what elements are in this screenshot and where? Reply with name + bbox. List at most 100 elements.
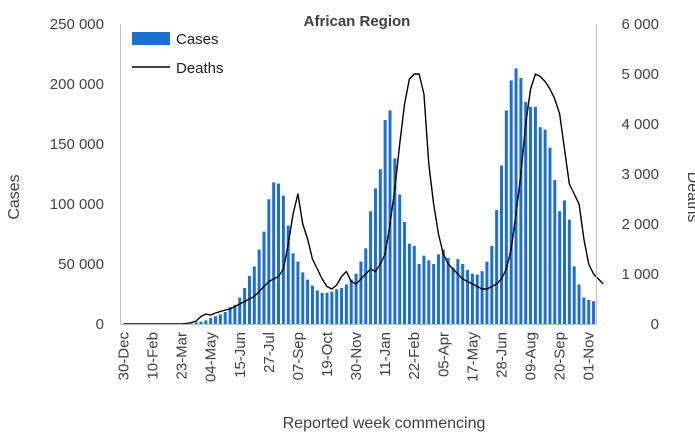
- cases-bar: [277, 183, 281, 324]
- x-tick-label: 09-Aug: [523, 332, 540, 380]
- y-tick-right-label: 1 000: [621, 266, 659, 283]
- cases-bar: [378, 169, 382, 324]
- cases-bar: [243, 288, 247, 324]
- cases-bar: [223, 312, 227, 324]
- cases-bar: [427, 260, 431, 324]
- y-tick-right-label: 3 000: [621, 166, 659, 183]
- y-tick-left-label: 50 000: [58, 256, 104, 273]
- cases-bar: [267, 199, 271, 324]
- cases-bar: [446, 258, 450, 324]
- legend-cases-swatch: [132, 32, 170, 45]
- y-tick-left-label: 100 000: [50, 196, 104, 213]
- x-tick-label: 05-Apr: [435, 332, 452, 377]
- cases-bar: [592, 301, 596, 324]
- cases-bar: [480, 271, 484, 324]
- cases-bar: [393, 158, 397, 324]
- cases-bar: [412, 246, 416, 324]
- cases-bar: [228, 307, 232, 324]
- cases-bar: [509, 80, 513, 325]
- y-tick-right-label: 4 000: [621, 116, 659, 133]
- x-tick-label: 15-Jun: [232, 332, 249, 378]
- x-tick-label: 28-Jun: [494, 332, 511, 378]
- x-tick-label: 17-May: [464, 332, 481, 383]
- cases-bar: [514, 68, 518, 325]
- cases-bar: [533, 106, 537, 324]
- cases-bar: [451, 267, 455, 324]
- x-tick-label: 22-Feb: [406, 332, 423, 380]
- cases-bar: [587, 300, 591, 324]
- x-tick-label: 07-Sep: [290, 332, 307, 380]
- cases-bar: [519, 78, 523, 324]
- cases-bar: [204, 320, 208, 324]
- cases-bar: [403, 222, 407, 324]
- cases-bar: [281, 195, 285, 324]
- cases-bar: [209, 318, 213, 324]
- cases-bar: [301, 272, 305, 324]
- cases-bar: [315, 290, 319, 324]
- cases-bar: [572, 266, 576, 324]
- cases-bar: [558, 211, 562, 324]
- cases-bar: [340, 288, 344, 324]
- y-tick-right-label: 5 000: [621, 66, 659, 83]
- x-tick-label: 23-Mar: [174, 332, 191, 380]
- cases-bar: [369, 211, 373, 324]
- cases-bar: [296, 261, 300, 324]
- cases-bar: [461, 264, 465, 324]
- cases-bar: [262, 231, 266, 324]
- x-axis-title: Reported week commencing: [283, 415, 486, 432]
- cases-bar: [490, 246, 494, 324]
- cases-bar: [432, 264, 436, 324]
- cases-bar: [422, 255, 426, 324]
- y-axis-right-title: Deaths: [684, 172, 695, 223]
- cases-bar: [272, 182, 276, 324]
- deaths-line: [123, 73, 604, 325]
- x-ticks: 30-Dec 10-Feb 23-Mar 04-May 15-Jun 27-Jul 07-S…: [115, 331, 597, 382]
- cases-bar: [320, 292, 324, 324]
- cases-bar: [199, 321, 203, 324]
- legend-cases-label: Cases: [176, 31, 219, 48]
- cases-bar: [567, 219, 571, 324]
- cases-bar: [238, 297, 242, 324]
- cases-bar: [470, 273, 474, 324]
- cases-bar: [538, 127, 542, 324]
- cases-bar: [247, 276, 251, 324]
- cases-bar: [475, 274, 479, 324]
- cases-bar: [388, 110, 392, 325]
- cases-bar: [325, 292, 329, 324]
- cases-bar: [441, 249, 445, 324]
- cases-bar: [407, 243, 411, 324]
- cases-bar: [233, 304, 237, 324]
- y-tick-left-label: 200 000: [50, 76, 104, 93]
- cases-bar: [291, 253, 295, 324]
- cases-bar: [553, 180, 557, 324]
- cases-bars: [189, 68, 596, 325]
- x-tick-label: 20-Sep: [552, 332, 569, 380]
- cases-bar: [524, 102, 528, 324]
- y-tick-right-label: 2 000: [621, 216, 659, 233]
- y-tick-left-label: 250 000: [50, 16, 104, 33]
- cases-bar: [335, 289, 339, 324]
- y-axis-left-title: Cases: [6, 174, 23, 219]
- x-tick-label: 04-May: [203, 332, 220, 383]
- cases-bar: [310, 285, 314, 324]
- y-tick-right-label: 0: [651, 316, 659, 333]
- x-tick-label: 30-Nov: [348, 332, 365, 381]
- cases-bar: [499, 165, 503, 324]
- cases-bar: [543, 129, 547, 324]
- cases-bar: [286, 225, 290, 324]
- legend: Cases Deaths: [132, 31, 224, 77]
- x-tick-label: 27-Jul: [261, 332, 278, 373]
- x-tick-label: 10-Feb: [145, 332, 162, 380]
- cases-bar: [485, 261, 489, 324]
- cases-bar: [354, 273, 358, 324]
- y-tick-left-label: 0: [96, 316, 104, 333]
- cases-bar: [456, 259, 460, 324]
- cases-bar: [218, 314, 222, 324]
- cases-bar: [349, 279, 353, 324]
- cases-bar: [577, 284, 581, 324]
- cases-bar: [252, 266, 256, 324]
- x-tick-label: 11-Jan: [377, 332, 394, 377]
- cases-bar: [562, 200, 566, 324]
